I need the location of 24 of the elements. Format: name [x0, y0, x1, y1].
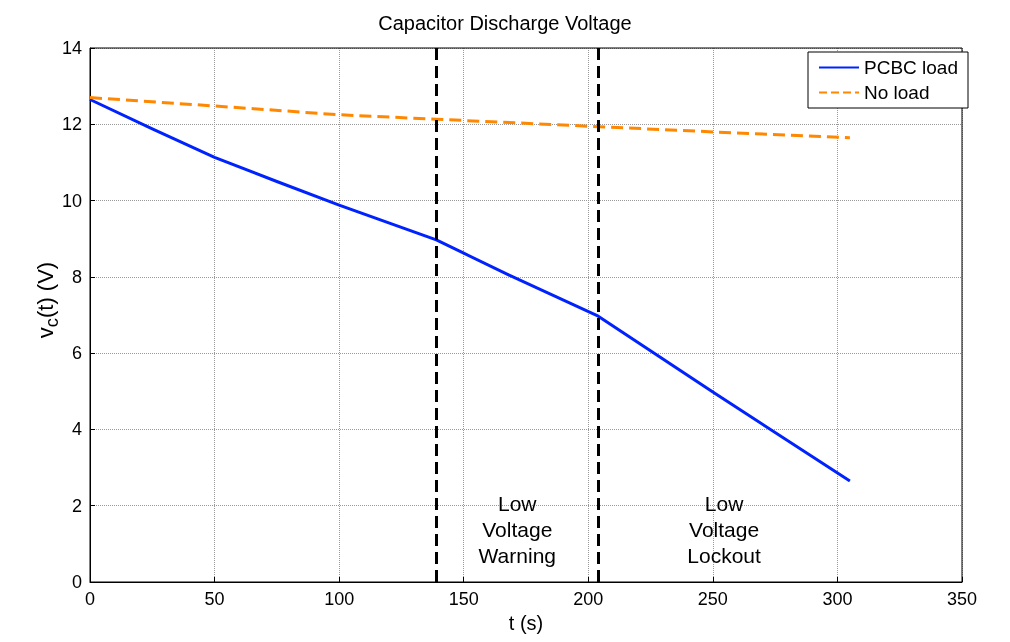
x-axis-title: t (s): [508, 611, 544, 634]
x-tick-label: 350: [946, 589, 978, 609]
x-tick-label: 100: [324, 589, 355, 609]
x-tick-label: 300: [822, 589, 853, 609]
x-tick-label: 150: [448, 589, 479, 609]
y-tick-label: 10: [61, 190, 82, 211]
annotation: Low Voltage Lockout: [687, 491, 761, 567]
legend-label: No load: [864, 82, 930, 103]
x-tick-label: 0: [84, 589, 96, 609]
y-tick-label: 8: [71, 266, 82, 287]
line-series: [88, 97, 852, 483]
line-series: [88, 96, 852, 140]
y-tick-label: 12: [61, 114, 82, 135]
y-tick-label: 2: [71, 495, 82, 516]
x-tick-label: 200: [573, 589, 604, 609]
x-tick-label: 250: [697, 589, 728, 609]
legend-label: PCBC load: [864, 57, 959, 78]
y-tick-label: 14: [61, 38, 82, 58]
x-tick-label: 50: [204, 589, 225, 609]
chart-title: Capacitor Discharge Voltage: [378, 12, 632, 34]
annotation: Low Voltage Warning: [478, 491, 556, 567]
y-tick-label: 0: [71, 572, 82, 592]
y-tick-label: 4: [71, 419, 82, 440]
y-tick-label: 6: [71, 343, 82, 364]
